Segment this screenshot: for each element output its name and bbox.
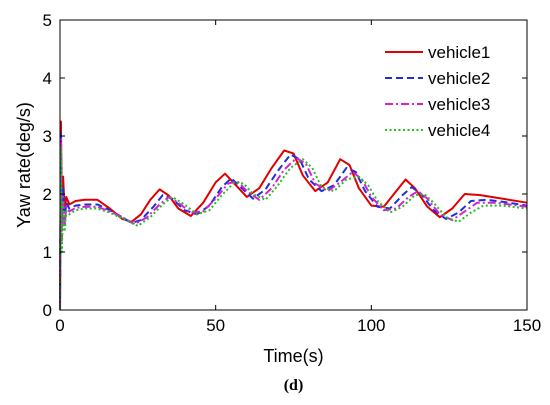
series-line-vehicle1 [59,120,528,311]
series-line-vehicle2 [59,132,528,311]
x-axis-title: Time(s) [263,346,323,366]
legend-label-vehicle2: vehicle2 [428,69,490,88]
legend-label-vehicle4: vehicle4 [428,121,490,140]
y-tick-label: 0 [43,301,52,320]
y-tick-label: 1 [43,243,52,262]
y-tick-label: 2 [43,185,52,204]
legend-label-vehicle3: vehicle3 [428,95,490,114]
legend-box [380,40,520,160]
series-line-vehicle4 [59,146,528,311]
y-tick-label: 3 [43,127,52,146]
x-tick-label: 50 [206,316,225,335]
legend: vehicle1 vehicle2 vehicle3 vehicle4 [380,40,520,160]
ticks-layer: 0 50 100 150 0 1 2 3 4 5 [43,11,542,335]
x-tick-label: 150 [513,316,541,335]
series-layer [59,120,528,311]
x-tick-label: 0 [55,316,64,335]
y-tick-label: 4 [43,69,52,88]
panel-label: (d) [284,377,304,394]
plot-frame [59,19,528,311]
x-tick-label: 100 [357,316,385,335]
y-axis-title: Yaw rate(deg/s) [14,102,34,228]
y-tick-label: 5 [43,11,52,30]
series-line-vehicle3 [59,137,528,311]
legend-label-vehicle1: vehicle1 [428,43,490,62]
